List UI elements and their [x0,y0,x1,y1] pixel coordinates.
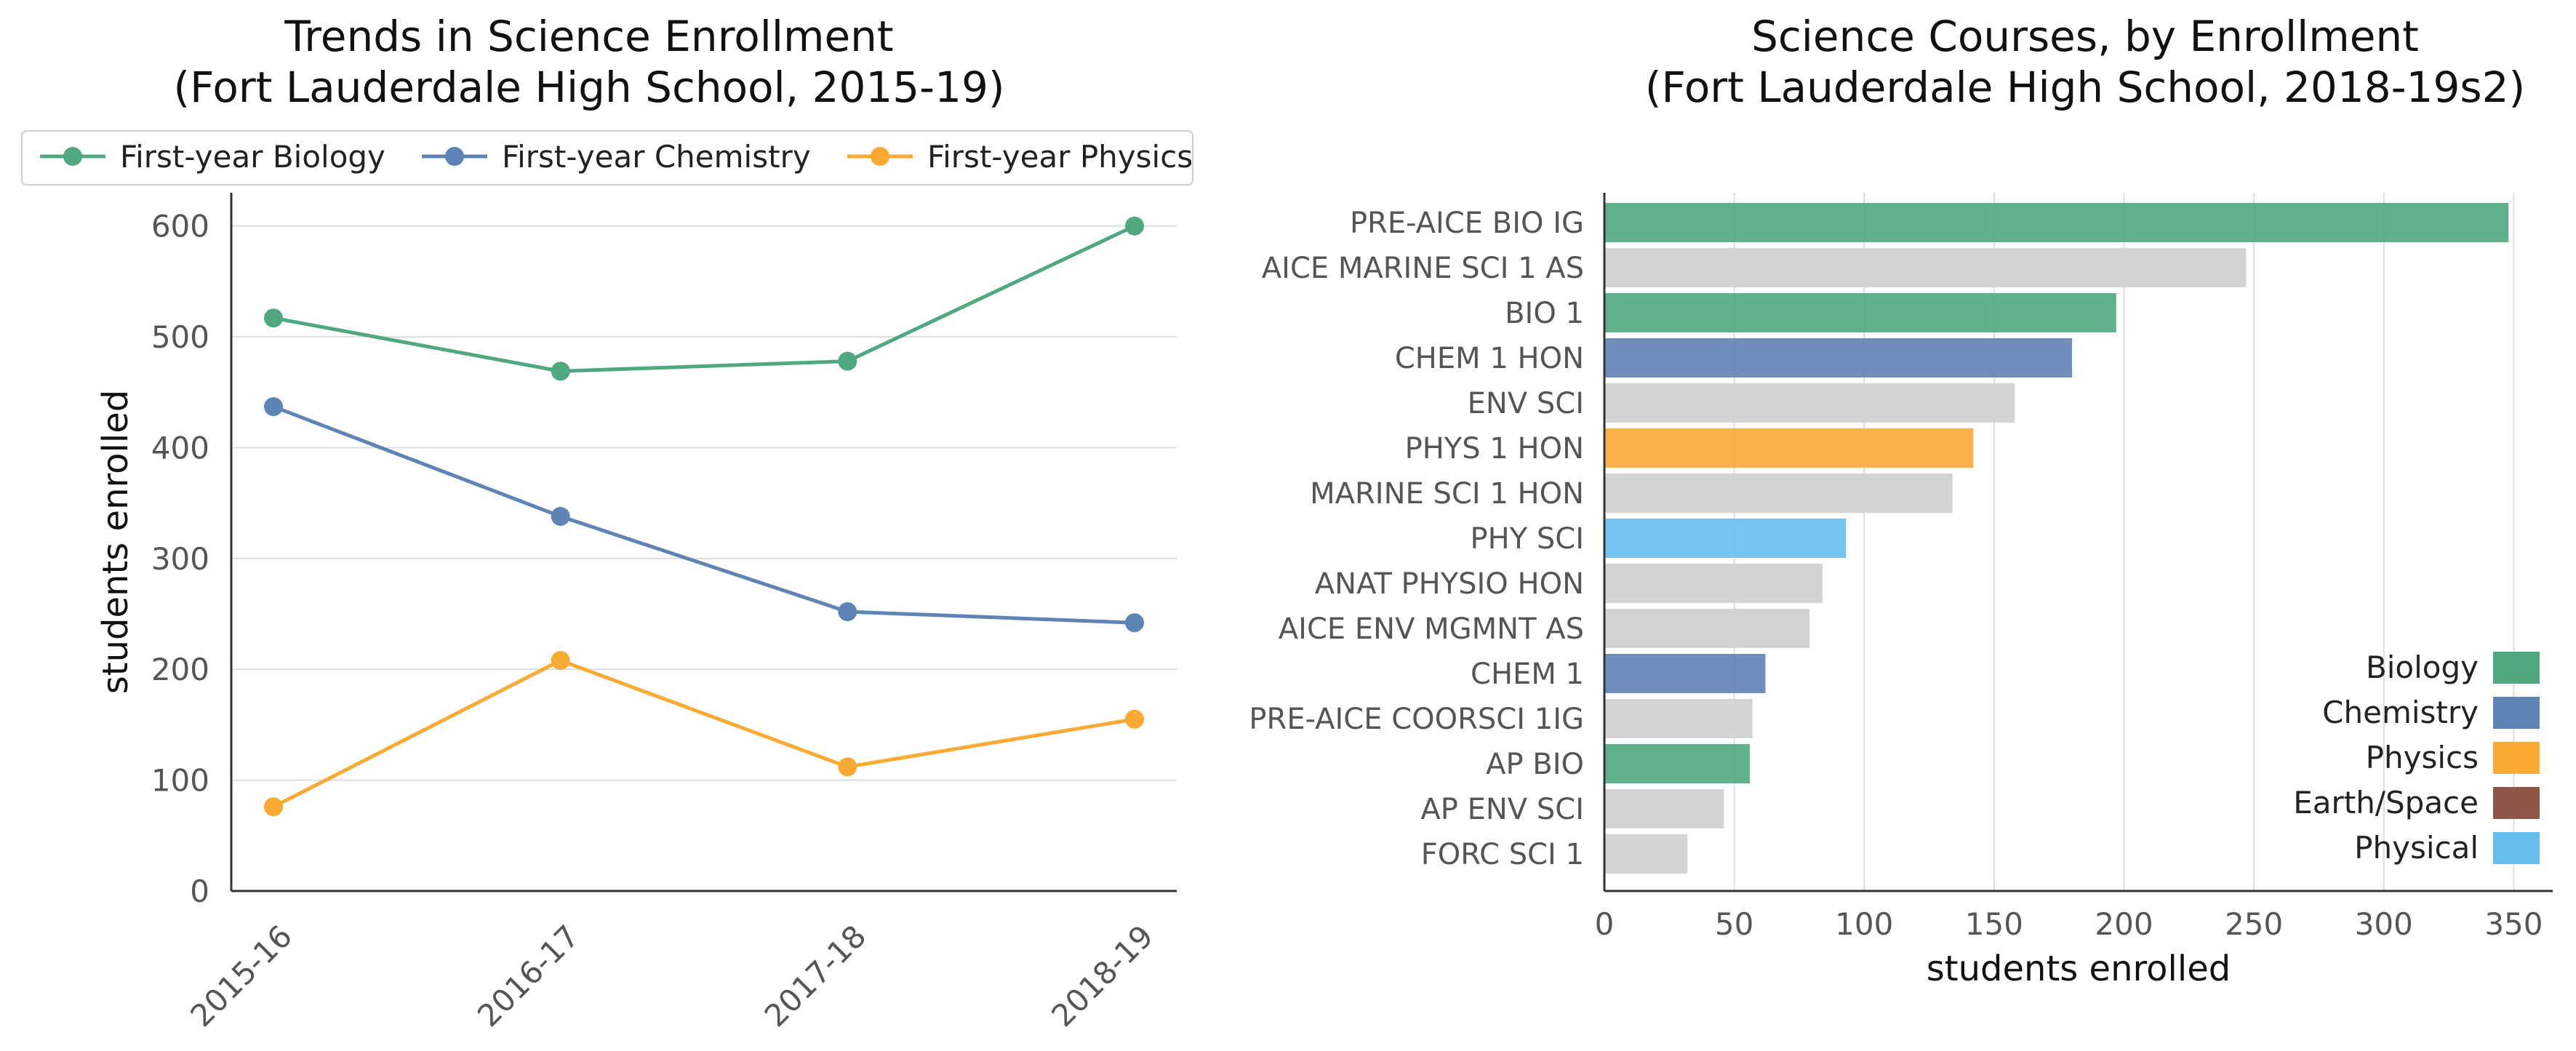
legend-box [21,130,1193,185]
bar [1604,519,1847,558]
y-tick-label: 500 [151,319,209,355]
legend-point-marker [871,147,889,166]
bar [1604,564,1823,603]
legend-label: First-year Biology [120,139,385,175]
bar [1604,654,1766,693]
legend-swatch [2493,697,2540,729]
x-tick-label: 2016-17 [471,918,586,1034]
legend-swatch [2493,652,2540,684]
legend-point-marker [445,147,464,166]
category-label: CHEM 1 HON [1395,342,1584,375]
category-label: MARINE SCI 1 HON [1310,477,1584,511]
x-tick-label: 2017-18 [758,918,873,1034]
category-label: PHYS 1 HON [1405,432,1584,465]
y-tick-label: 600 [151,209,209,244]
left-chart-title: Trends in Science Enrollment (Fort Laude… [102,11,1076,113]
data-point [838,351,857,371]
bar [1604,699,1753,738]
bar [1604,203,2509,242]
data-point [1125,613,1144,633]
bar [1604,338,2073,377]
category-label: AP BIO [1486,748,1584,781]
data-point [838,757,857,777]
left-subtitle-line: (Fort Lauderdale High School, 2015-19) [173,63,1005,112]
x-tick-label: 0 [1595,906,1615,942]
series-line [273,224,1136,373]
right-chart-title: Science Courses, by Enrollment (Fort Lau… [1598,11,2572,113]
category-label: AICE MARINE SCI 1 AS [1262,252,1584,285]
category-label: PHY SCI [1471,522,1584,556]
x-tick-label: 300 [2355,906,2413,942]
legend-label: Earth/Space [2293,785,2479,820]
bar [1604,473,1953,513]
bar [1604,834,1688,874]
y-axis-label: students enrolled [95,390,136,694]
data-point [551,651,570,671]
category-label: ENV SCI [1468,387,1584,420]
legend-label: First-year Chemistry [502,139,811,175]
x-axis-label: students enrolled [1927,948,2231,989]
legend-label: Chemistry [2322,695,2479,730]
legend-label: Physics [2366,740,2479,775]
x-tick-label: 350 [2484,906,2543,942]
bar [1604,744,1751,783]
category-label: FORC SCI 1 [1421,838,1584,871]
left-title-line: Trends in Science Enrollment [284,12,894,61]
bar [1604,609,1810,648]
category-label: PRE-AICE BIO IG [1350,207,1584,240]
y-tick-label: 0 [190,874,209,909]
category-label: CHEM 1 [1471,658,1584,691]
category-label: AP ENV SCI [1420,793,1584,826]
x-tick-label: 2018-19 [1044,918,1160,1034]
legend-point-marker [63,147,82,166]
category-label: AICE ENV MGMNT AS [1279,612,1584,646]
x-tick-label: 2015-16 [183,918,299,1034]
x-tick-label: 50 [1715,906,1753,942]
x-tick-label: 200 [2095,906,2153,942]
y-tick-label: 200 [151,652,209,687]
legend-swatch [2493,787,2540,819]
y-tick-label: 300 [151,541,209,577]
data-point [551,506,570,526]
series-line [272,658,1135,809]
right-title-line: Science Courses, by Enrollment [1751,12,2419,61]
data-point [551,361,570,381]
x-tick-label: 100 [1835,906,1893,942]
bar [1604,789,1724,828]
legend-label: Physical [2354,830,2479,866]
data-point [838,602,857,621]
category-label: PRE-AICE COORSCI 1IG [1249,703,1584,736]
data-point [264,397,283,417]
y-tick-label: 100 [151,763,209,799]
series-line [273,404,1135,625]
data-point [264,797,283,817]
legend-label: Biology [2366,650,2479,685]
y-tick-label: 400 [151,430,209,465]
data-point [1125,709,1144,729]
right-subtitle-line: (Fort Lauderdale High School, 2018-19s2) [1644,63,2526,112]
x-tick-label: 250 [2225,906,2283,942]
legend-swatch [2493,742,2540,774]
bar [1604,428,1974,468]
category-label: BIO 1 [1505,297,1584,330]
legend-label: First-year Physics [927,139,1193,175]
bar [1604,383,2015,423]
category-label: ANAT PHYSIO HON [1315,567,1584,601]
data-point [1125,216,1144,236]
bar [1604,293,2116,332]
x-tick-label: 150 [1965,906,2023,942]
legend-swatch [2493,832,2540,864]
data-point [264,308,283,328]
bar [1604,248,2247,287]
